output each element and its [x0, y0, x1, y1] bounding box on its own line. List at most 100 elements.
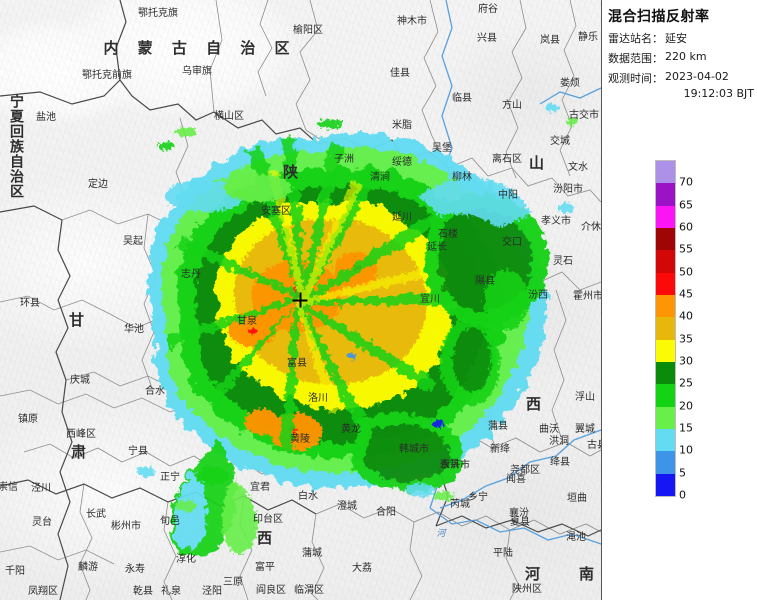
map-label: 泾川: [31, 483, 51, 494]
map-label: 娄烦: [560, 78, 580, 89]
map-label: 陕: [282, 163, 306, 181]
map-label: 交城: [550, 136, 570, 147]
colorbar-band-20-25: [656, 384, 675, 407]
map-label: 宜川: [420, 294, 440, 305]
map-label: 山: [528, 154, 552, 172]
map-label: 内 蒙 古 自 治 区: [103, 39, 297, 57]
map-label: 吴堡: [432, 143, 452, 154]
map-label: 翼城: [575, 424, 595, 435]
colorbar-tick-25: 25: [679, 376, 693, 390]
map-label: 吴起: [123, 236, 143, 247]
colorbar-tick-40: 40: [679, 309, 693, 323]
colorbar-tick-35: 35: [679, 332, 693, 346]
meta-row-time: 观测时间： 2023-04-02: [608, 70, 754, 86]
meta-row-range: 数据范围： 220 km: [608, 50, 754, 66]
map-label: 永济市: [440, 460, 470, 471]
map-label: 泾阳: [202, 586, 222, 597]
colorbar-tick-10: 10: [679, 443, 693, 457]
map-label: 洪洞: [549, 436, 569, 447]
map-label: 平陆: [493, 548, 513, 559]
map-label: 富县: [287, 358, 307, 369]
map-label: 神木市: [397, 16, 427, 27]
colorbar-tick-45: 45: [679, 287, 693, 301]
map-label: 甘: [68, 311, 92, 329]
map-label: 横山区: [214, 111, 244, 122]
map-label: 绥德: [392, 157, 412, 168]
colorbar-band-55-60: [656, 227, 675, 251]
map-label: 黄龙: [341, 424, 361, 435]
map-label: 澄城: [337, 501, 357, 512]
map-label: 淳化: [176, 554, 196, 565]
map-label: 华池: [124, 324, 144, 335]
map-label: 麟游: [78, 562, 98, 573]
map-label: 浮山: [575, 392, 595, 403]
map-label: 阎良区: [256, 585, 286, 596]
range-label: 数据范围：: [608, 52, 663, 65]
map-label: 清涧: [370, 172, 390, 183]
map-label: 凤翔区: [28, 586, 58, 597]
map-label: 榆阳区: [293, 25, 323, 36]
map-label: 乌审旗: [182, 66, 212, 77]
map-label: 旬邑: [160, 516, 180, 527]
map-label: 汾阳市: [553, 184, 583, 195]
radar-site-marker: [292, 292, 308, 308]
radar-map-panel[interactable]: 内 蒙 古 自 治 区宁 夏 回 族 自 治 区陕甘肃山西西河南鄂托克旗 鄂托克前…: [0, 0, 602, 600]
map-label: 乾县: [133, 586, 153, 597]
map-label: 文水: [568, 162, 588, 173]
map-label: 延长: [427, 242, 447, 253]
map-label: 柳林: [452, 172, 472, 183]
map-label: 临县: [452, 93, 472, 104]
map-label: 蒲城: [302, 548, 322, 559]
map-label: 蒲县: [488, 421, 508, 432]
colorbar-tick-50: 50: [679, 265, 693, 279]
map-label: 镇原: [18, 414, 38, 425]
colorbar-tick-55: 55: [679, 242, 693, 256]
colorbar-band-15-20: [656, 406, 675, 429]
map-label: 米脂: [392, 120, 412, 131]
colorbar-tick-5: 5: [679, 466, 686, 480]
map-label: 宁县: [128, 446, 148, 457]
map-label: 古县: [587, 440, 601, 451]
map-label: 韩城市: [399, 444, 429, 455]
map-label: 闻喜: [506, 474, 526, 485]
colorbar-tick-70: 70: [679, 175, 693, 189]
map-label: 芮城: [450, 499, 470, 510]
map-label: 富平: [255, 562, 275, 573]
time-clock-value: 19:12:03 BJT: [683, 87, 754, 100]
colorbar-band-50-55: [656, 250, 675, 273]
meta-row-time-second: 19:12:03 BJT: [608, 87, 754, 100]
map-label: 乡宁: [468, 492, 488, 503]
map-label: 大荔: [352, 563, 372, 574]
map-label: 灵石: [553, 256, 573, 267]
map-label: 环县: [20, 298, 40, 309]
map-label: 灵台: [32, 517, 52, 528]
map-label: 襄汾: [509, 508, 529, 519]
map-label: 兴县: [477, 33, 497, 44]
map-label: 永寿: [125, 564, 145, 575]
map-label: 河: [436, 529, 446, 539]
product-header: 混合扫描反射率 雷达站名： 延安 数据范围： 220 km 观测时间： 2023…: [608, 6, 754, 100]
map-label: 介休市: [581, 222, 601, 233]
map-label: 印台区: [253, 514, 283, 525]
colorbar-band-25-30: [656, 361, 675, 385]
meta-row-station: 雷达站名： 延安: [608, 30, 754, 46]
map-label: 河: [524, 565, 548, 583]
colorbar-band-10-15: [656, 428, 675, 452]
map-label: 隰县: [475, 276, 495, 287]
map-label: 合水: [145, 386, 165, 397]
colorbar-band-5-10: [656, 451, 675, 474]
colorbar-band-45-50: [656, 272, 675, 295]
colorbar-tick-60: 60: [679, 220, 693, 234]
info-sidebar: 混合扫描反射率 雷达站名： 延安 数据范围： 220 km 观测时间： 2023…: [602, 0, 757, 600]
map-label: 鄂托克前旗: [82, 70, 132, 81]
time-date-value: 2023-04-02: [665, 70, 729, 83]
map-label: 吉县: [440, 459, 460, 470]
map-label: 千阳: [5, 566, 25, 577]
map-label: 霍州市: [573, 291, 602, 302]
map-label: 延川: [392, 212, 412, 223]
station-label: 雷达站名：: [608, 32, 663, 45]
map-label: 庆城: [70, 375, 90, 386]
map-label: 古交市: [569, 110, 599, 121]
map-label: 礼泉: [161, 586, 181, 597]
map-label: 长武: [86, 509, 106, 520]
